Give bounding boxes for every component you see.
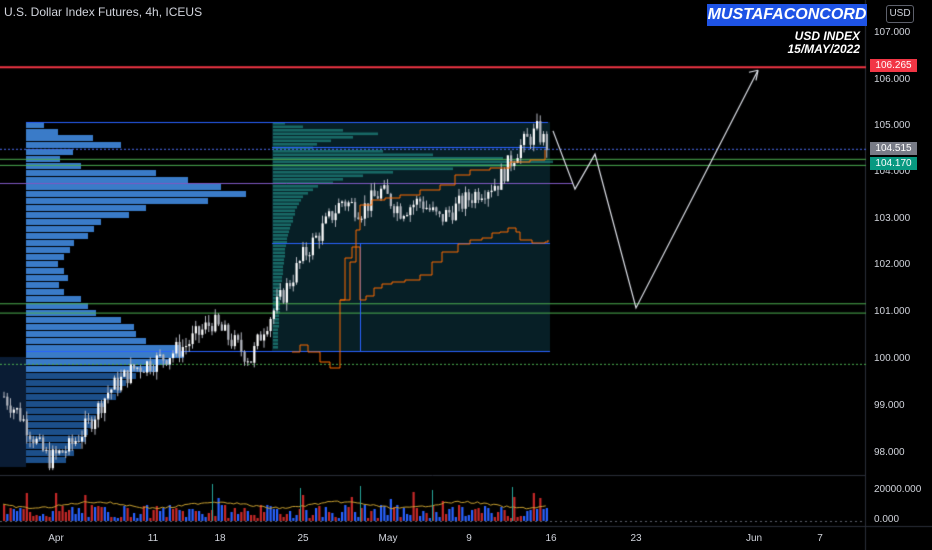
currency-badge[interactable]: USD	[886, 5, 914, 23]
time-tick: Apr	[48, 533, 64, 544]
price-label-resistance: 106.265	[870, 59, 917, 72]
time-tick: May	[378, 533, 398, 544]
time-tick: 16	[545, 533, 557, 544]
chart-title: U.S. Dollar Index Futures, 4h, ICEUS	[4, 5, 203, 19]
price-tick: 102.000	[874, 259, 911, 270]
time-tick: 7	[817, 533, 823, 544]
time-tick: 23	[630, 533, 642, 544]
time-tick: 18	[214, 533, 226, 544]
price-tick: 100.000	[874, 353, 911, 364]
time-tick: 9	[466, 533, 472, 544]
price-tick: 101.000	[874, 306, 911, 317]
chart-annotation: USD INDEX 15/MAY/2022	[760, 29, 861, 56]
price-tick: 99.000	[874, 400, 905, 411]
price-tick: 105.000	[874, 120, 911, 131]
price-label-current: 104.515	[870, 142, 917, 155]
price-tick: 103.000	[874, 213, 911, 224]
author-brand-label: MUSTAFACONCORD	[707, 4, 867, 26]
annotation-line-1: USD INDEX	[794, 29, 860, 43]
price-tick: 107.000	[874, 27, 911, 38]
volume-tick: 0.000	[874, 514, 900, 525]
price-label-support: 104.170	[870, 157, 917, 170]
volume-tick: 20000.000	[874, 484, 922, 495]
price-tick: 104.000	[874, 166, 911, 177]
time-tick: 11	[147, 533, 159, 544]
price-tick: 98.000	[874, 447, 905, 458]
time-tick: 25	[297, 533, 309, 544]
price-tick: 106.000	[874, 74, 911, 85]
annotation-line-2: 15/MAY/2022	[787, 42, 861, 56]
time-tick: Jun	[745, 533, 763, 544]
